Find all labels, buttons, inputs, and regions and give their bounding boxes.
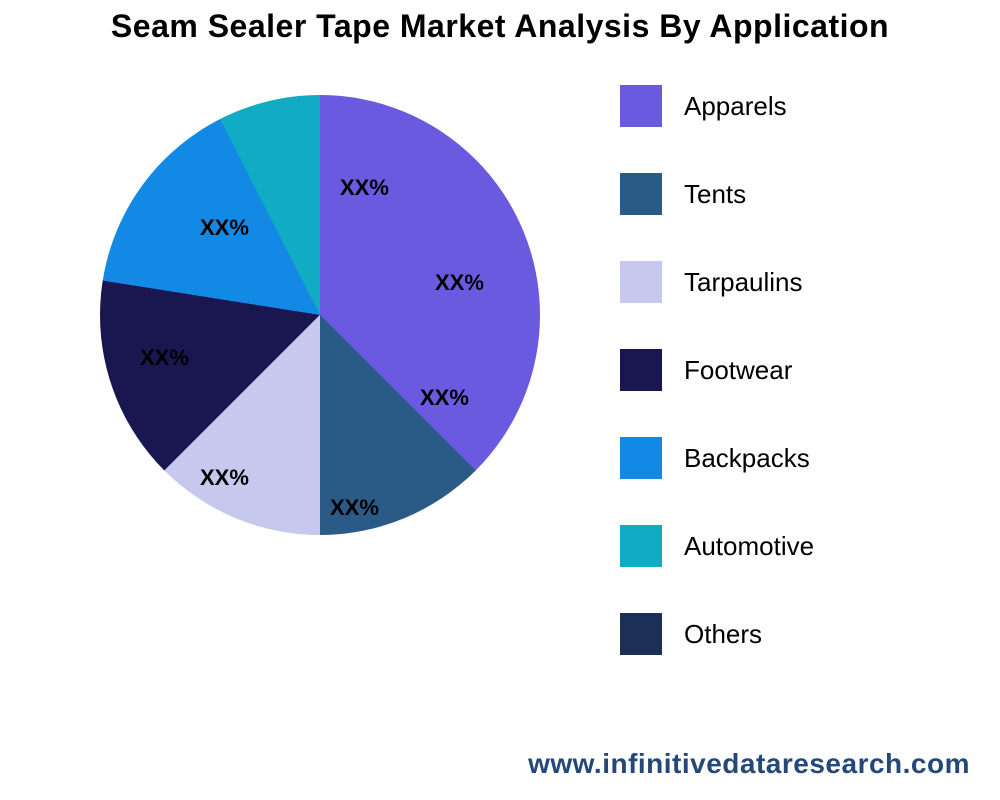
slice-label: XX%	[140, 345, 189, 371]
chart-content-row: XX% XX% XX% XX% XX% XX% XX% Apparels Tents Tarpa…	[0, 45, 1000, 655]
pie-chart-wrap: XX% XX% XX% XX% XX% XX% XX%	[20, 55, 600, 635]
legend-label: Tarpaulins	[684, 267, 803, 298]
legend-swatch	[620, 613, 662, 655]
legend-item: Automotive	[620, 525, 814, 567]
legend-label: Apparels	[684, 91, 787, 122]
chart-container: Seam Sealer Tape Market Analysis By Appl…	[0, 0, 1000, 800]
legend-swatch	[620, 261, 662, 303]
legend-label: Tents	[684, 179, 746, 210]
legend-label: Others	[684, 619, 762, 650]
legend-item: Others	[620, 613, 814, 655]
slice-label: XX%	[200, 215, 249, 241]
legend-label: Automotive	[684, 531, 814, 562]
legend-item: Apparels	[620, 85, 814, 127]
slice-label: XX%	[420, 385, 469, 411]
slice-label: XX%	[330, 495, 379, 521]
slice-label: XX%	[200, 465, 249, 491]
pie-chart	[100, 95, 540, 535]
slice-label: XX%	[435, 270, 484, 296]
legend-label: Footwear	[684, 355, 792, 386]
legend-item: Footwear	[620, 349, 814, 391]
legend-swatch	[620, 85, 662, 127]
footer-url: www.infinitivedataresearch.com	[528, 748, 970, 780]
legend-swatch	[620, 525, 662, 567]
legend-swatch	[620, 349, 662, 391]
legend-item: Tarpaulins	[620, 261, 814, 303]
legend-swatch	[620, 173, 662, 215]
chart-title: Seam Sealer Tape Market Analysis By Appl…	[0, 0, 1000, 45]
legend-swatch	[620, 437, 662, 479]
slice-label: XX%	[340, 175, 389, 201]
legend-label: Backpacks	[684, 443, 810, 474]
legend-item: Backpacks	[620, 437, 814, 479]
legend: Apparels Tents Tarpaulins Footwear Backpacks…	[600, 55, 814, 655]
legend-item: Tents	[620, 173, 814, 215]
